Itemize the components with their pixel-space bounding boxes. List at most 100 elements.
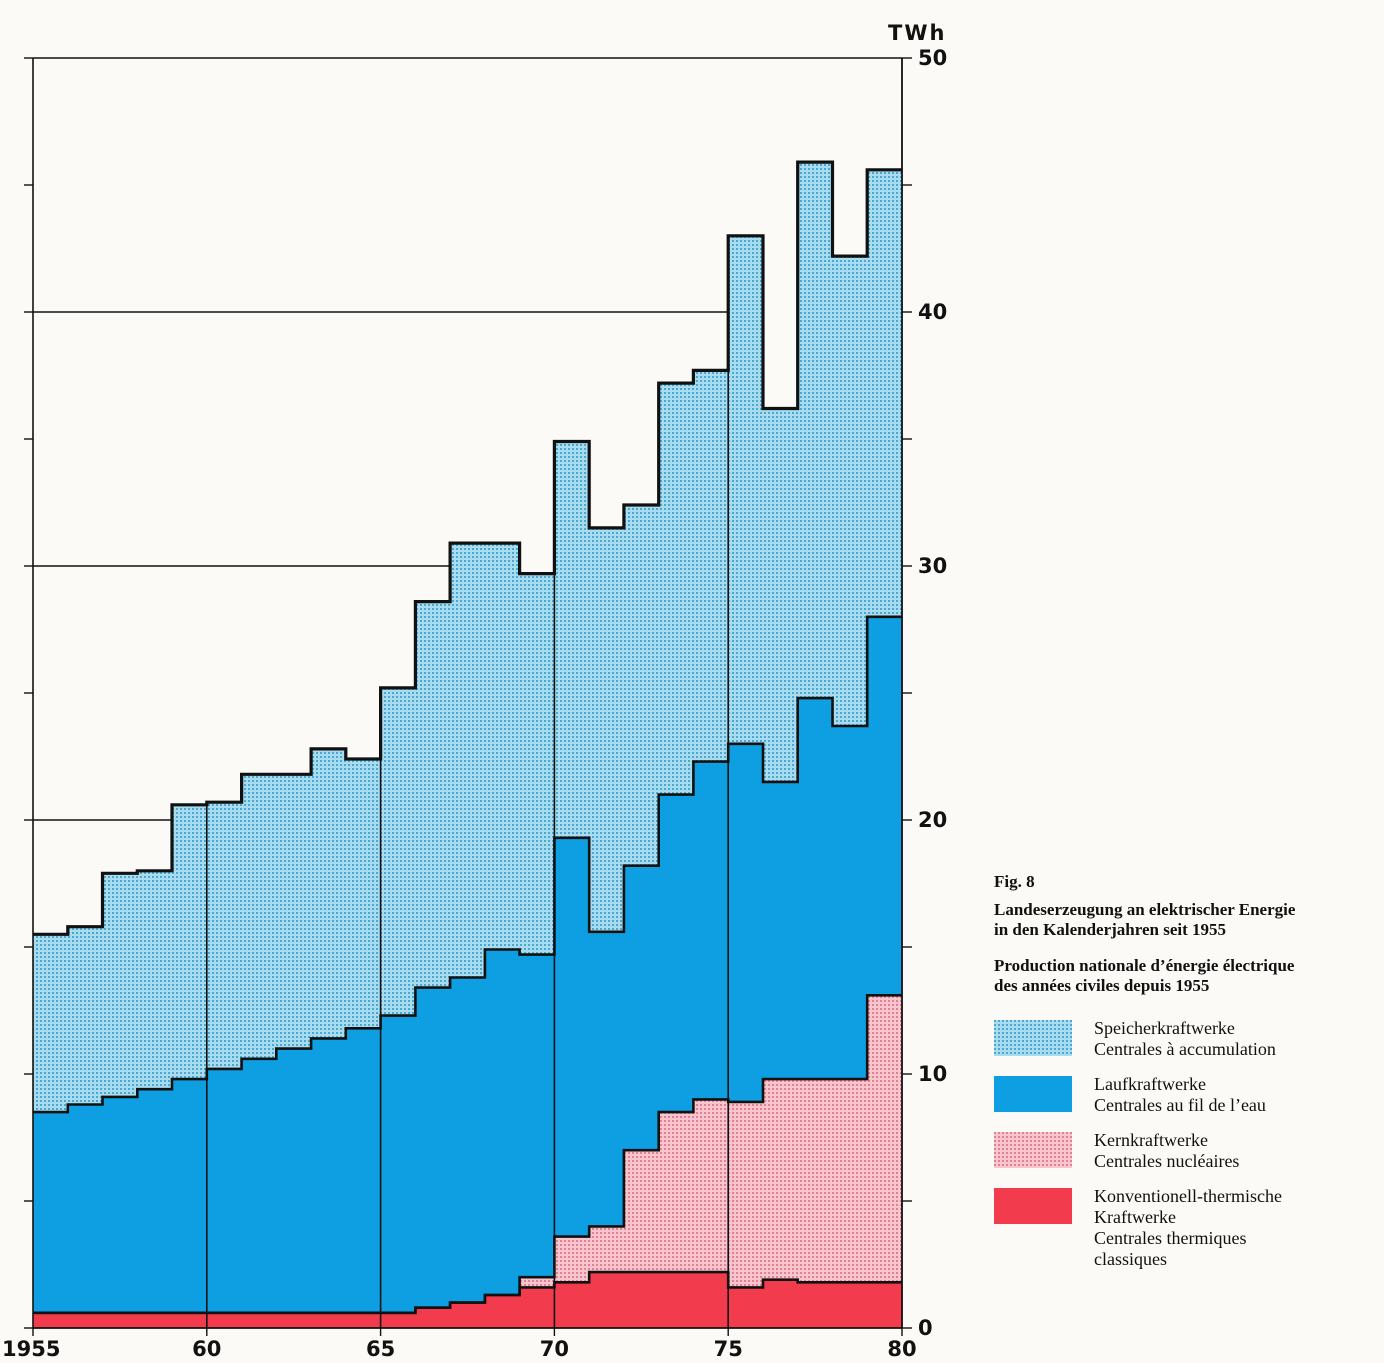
bar-segment-lauf [693, 761, 729, 1100]
bar-segment-lauf [797, 698, 834, 1080]
bar-segment-thermisch [137, 1312, 173, 1328]
x-tick-label: 65 [366, 1337, 395, 1361]
bar-segment-lauf [832, 726, 868, 1080]
bar-segment-speicher [450, 543, 486, 978]
bar-segment-thermisch [867, 1282, 903, 1328]
legend-label-line: Kraftwerke [1094, 1207, 1176, 1227]
bar-segment-speicher [33, 934, 69, 1113]
bar-segment-speicher [623, 505, 660, 866]
bar-segment-kern [797, 1079, 834, 1283]
legend-label: Kernkraftwerke Centrales nucléaires [1094, 1130, 1239, 1172]
bar-segment-kern [867, 995, 903, 1283]
bar-segment-lauf [623, 865, 660, 1151]
bar-segment-lauf [658, 794, 695, 1113]
x-tick-label: 75 [714, 1337, 743, 1361]
legend-item-lauf: Laufkraftwerke Centrales au fil de l’eau [994, 1074, 1374, 1116]
y-tick-label: 50 [918, 46, 947, 70]
bar-segment-lauf [67, 1104, 104, 1313]
bar-segment-thermisch [762, 1279, 799, 1328]
legend-label-line: Centrales à accumulation [1094, 1039, 1276, 1059]
legend-item-kern: Kernkraftwerke Centrales nucléaires [994, 1130, 1374, 1172]
bar-segment-thermisch [206, 1312, 243, 1328]
bar-segment-lauf [276, 1048, 312, 1313]
outline-kern [33, 994, 902, 1315]
bar-segment-speicher [589, 527, 625, 932]
bar-segment-kern [762, 1079, 799, 1280]
bar-segment-thermisch [693, 1272, 729, 1328]
bar-segment-thermisch [345, 1312, 382, 1328]
bar-segment-thermisch [519, 1287, 555, 1328]
bar-segment-speicher [102, 873, 138, 1097]
bar-segment-thermisch [832, 1282, 868, 1328]
grid-lines [33, 235, 730, 1328]
bar-segment-lauf [345, 1028, 382, 1313]
unit-label: TWh [888, 21, 946, 45]
bar-segment-speicher [693, 370, 729, 762]
tick-labels: 0 10 20 30 40 50 1955 60 65 70 75 80 TWh [2, 21, 947, 1361]
bar-segment-speicher [867, 169, 903, 617]
outline-lauf [33, 615, 902, 1114]
bar-segment-thermisch [67, 1312, 104, 1328]
bar-segment-lauf [554, 837, 590, 1237]
bar-segment-speicher [137, 870, 173, 1090]
caption-title-de-line: Landeserzeugung an elektrischer Energie [994, 900, 1296, 919]
bar-segment-thermisch [450, 1302, 486, 1328]
legend: Speicherkraftwerke Centrales à accumulat… [994, 1018, 1374, 1270]
bar-segment-speicher [762, 408, 799, 782]
bar-segment-thermisch [241, 1312, 277, 1328]
bar-segment-kern [623, 1150, 660, 1273]
bar-segment-lauf [137, 1089, 173, 1313]
legend-label-line: Konventionell-thermische [1094, 1186, 1282, 1206]
caption-title-de-line: in den Kalenderjahren seit 1955 [994, 920, 1227, 939]
bar-segment-lauf [762, 781, 799, 1080]
bar-segment-lauf [484, 949, 521, 1295]
bar-segment-lauf [311, 1038, 347, 1313]
bar-segment-lauf [728, 743, 764, 1102]
bar-segment-kern [519, 1277, 555, 1288]
bar-segment-lauf [519, 954, 555, 1278]
caption-title-de: Landeserzeugung an elektrischer Energie … [994, 900, 1374, 940]
bar-segment-lauf [415, 987, 451, 1308]
bar-segment-kern [693, 1099, 729, 1273]
legend-swatch-speicher [994, 1020, 1072, 1056]
bar-segment-kern [589, 1226, 625, 1273]
bar-segment-thermisch [797, 1282, 834, 1328]
bar-segment-thermisch [658, 1272, 695, 1328]
caption-title-fr: Production nationale d’énergie électriqu… [994, 956, 1374, 996]
bar-segment-speicher [67, 926, 104, 1105]
legend-label-line: Centrales thermiques [1094, 1228, 1247, 1248]
outline-total [33, 160, 902, 936]
y-tick-label: 0 [918, 1316, 933, 1340]
bar-segment-speicher [519, 573, 555, 955]
bar-segment-lauf [33, 1112, 69, 1313]
bar-segment-lauf [450, 977, 486, 1303]
legend-label-line: Speicherkraftwerke [1094, 1018, 1235, 1038]
bar-segment-lauf [206, 1068, 243, 1313]
bar-segment-speicher [728, 235, 764, 744]
legend-label: Speicherkraftwerke Centrales à accumulat… [1094, 1018, 1276, 1060]
bar-segment-thermisch [380, 1312, 416, 1328]
bar-segment-speicher [241, 774, 277, 1059]
bar-segment-speicher [311, 748, 347, 1039]
bar-segment-speicher [832, 256, 868, 727]
bar-segment-lauf [589, 931, 625, 1227]
legend-label-line: Centrales nucléaires [1094, 1151, 1240, 1171]
bar-segment-kern [832, 1079, 868, 1283]
bar-segment-speicher [345, 759, 382, 1029]
y-tick-label: 40 [918, 300, 947, 324]
legend-item-speicher: Speicherkraftwerke Centrales à accumulat… [994, 1018, 1374, 1060]
caption-title-fr-line: Production nationale d’énergie électriqu… [994, 956, 1295, 975]
bar-segment-thermisch [172, 1312, 208, 1328]
bar-segment-lauf [380, 1015, 416, 1313]
bar-segment-thermisch [728, 1287, 764, 1328]
legend-label: Laufkraftwerke Centrales au fil de l’eau [1094, 1074, 1266, 1116]
bar-segment-lauf [241, 1058, 277, 1313]
bar-segment-kern [554, 1236, 590, 1283]
x-tick-label: 1955 [2, 1337, 60, 1361]
plot-area [33, 160, 903, 1328]
bar-segment-speicher [554, 441, 590, 838]
bar-segment-speicher [658, 383, 695, 795]
bar-segment-thermisch [589, 1272, 625, 1328]
bar-segment-kern [658, 1112, 695, 1273]
y-tick-label: 10 [918, 1062, 947, 1086]
